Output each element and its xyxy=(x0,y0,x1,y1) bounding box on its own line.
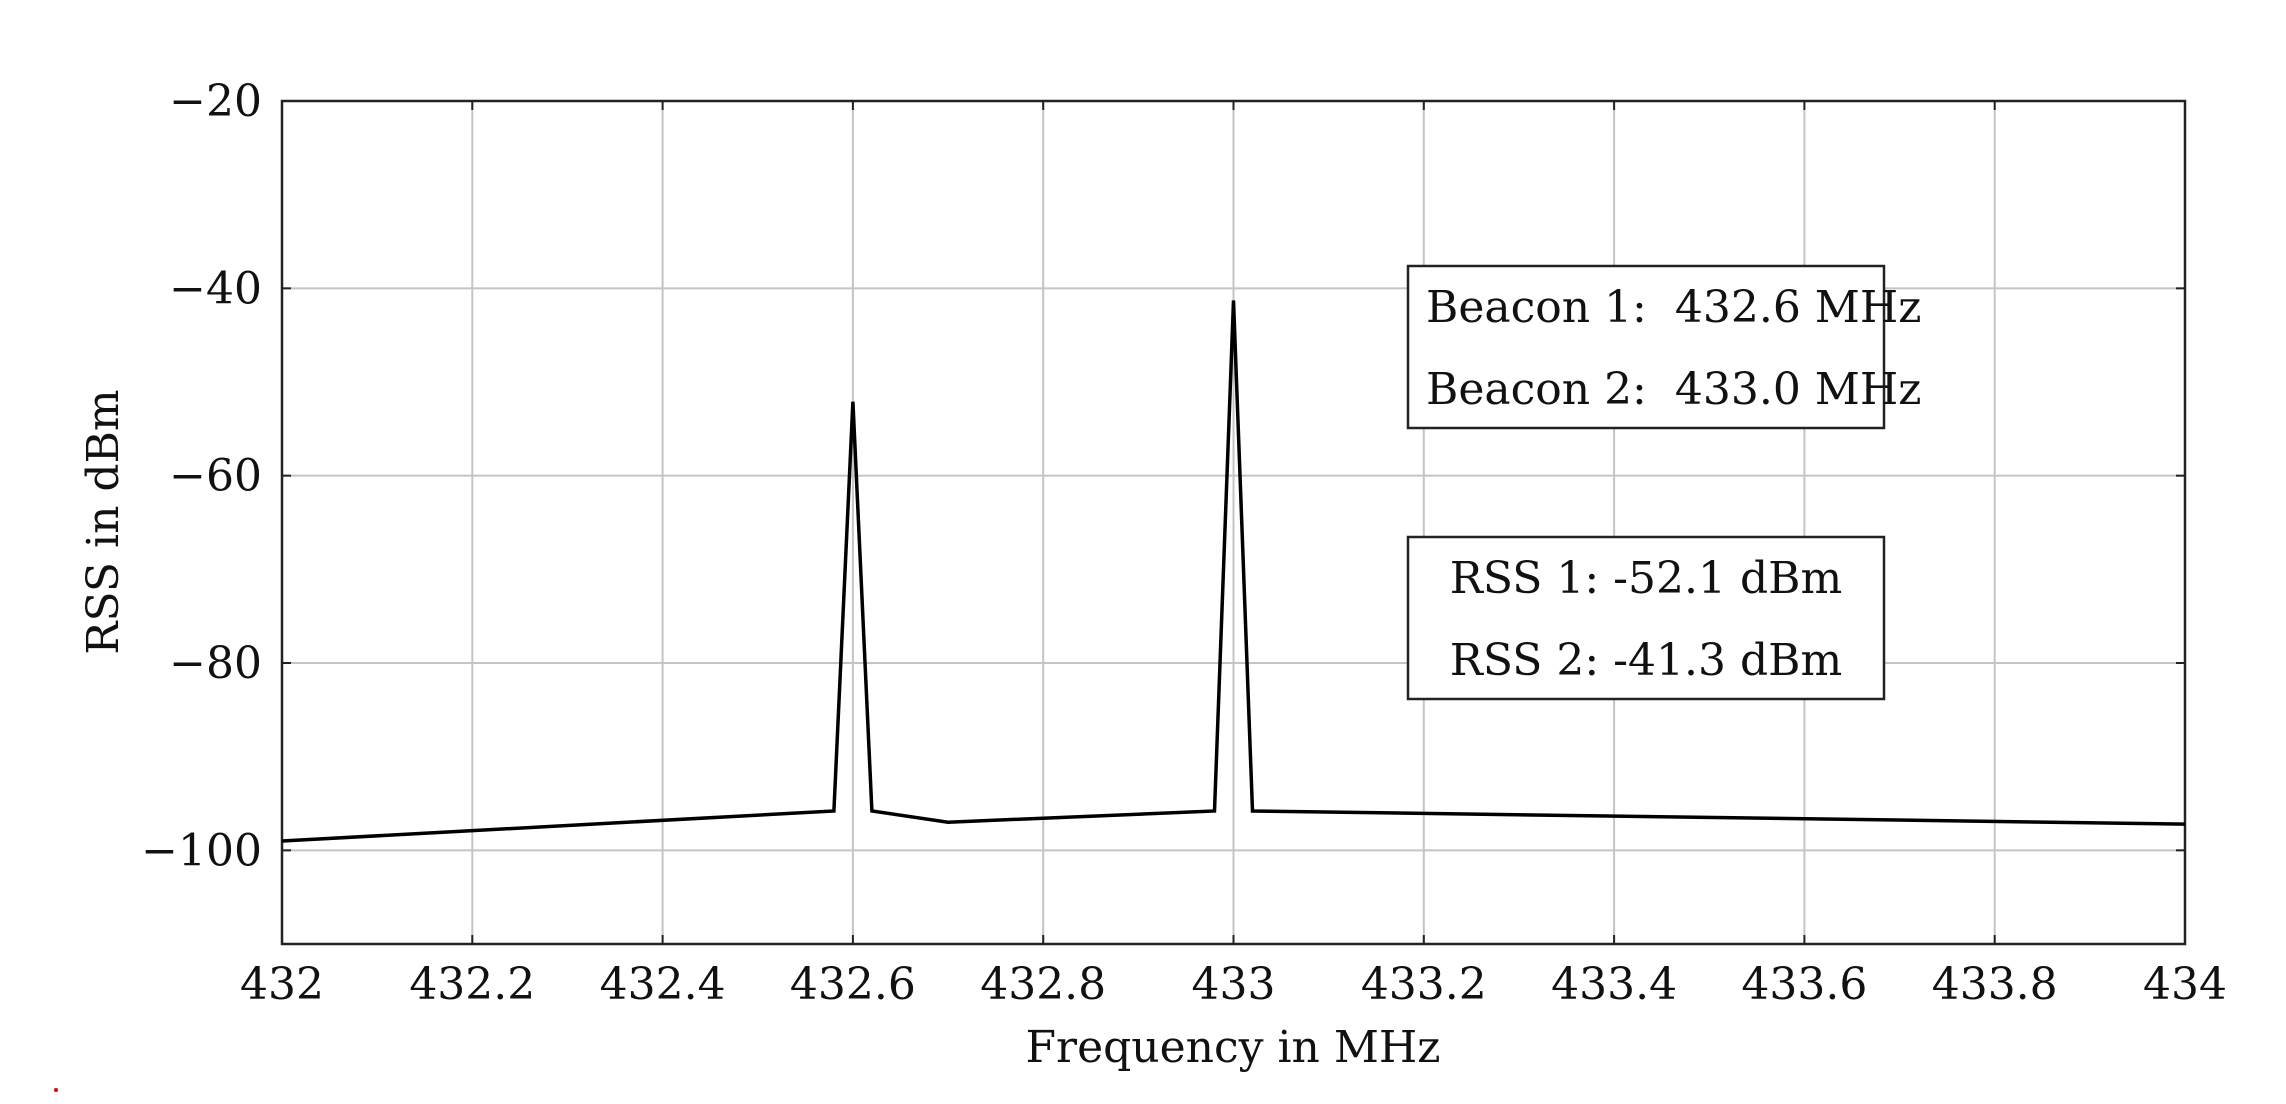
beacon-box-frame xyxy=(1406,264,1886,430)
rss-value-box: RSS 1: -52.1 dBm RSS 2: -41.3 dBm xyxy=(1406,535,1886,701)
x-tick-label: 432.4 xyxy=(600,959,726,1010)
y-tick-label: −80 xyxy=(169,638,262,689)
beacon-1-text: Beacon 1: 432.6 MHz xyxy=(1426,282,1921,333)
y-axis-label: RSS in dBm xyxy=(78,389,129,654)
y-tick-label: −40 xyxy=(169,263,262,314)
rss-2-text: RSS 2: -41.3 dBm xyxy=(1450,635,1842,686)
y-tick-label: −60 xyxy=(169,451,262,502)
x-tick-label: 433.4 xyxy=(1551,959,1677,1010)
x-tick-label: 432.8 xyxy=(980,959,1106,1010)
x-tick-label: 433 xyxy=(1192,959,1276,1010)
rss-series-line xyxy=(281,300,2186,843)
beacon-2-text: Beacon 2: 433.0 MHz xyxy=(1426,364,1921,415)
rss-1-text: RSS 1: -52.1 dBm xyxy=(1450,553,1842,604)
x-tick-label: 432.2 xyxy=(409,959,535,1010)
rss-box-frame xyxy=(1406,535,1886,701)
x-tick-label: 434 xyxy=(2143,959,2227,1010)
corner-dot xyxy=(54,1088,58,1092)
axis-ticks: 432 432.2 432.4 432.6 432.8 433 433.2 433.4 433.… xyxy=(141,76,2227,1010)
beacon-frequency-box: Beacon 1: 432.6 MHz Beacon 2: 433.0 MHz xyxy=(1406,264,1921,430)
series-layer xyxy=(281,300,2186,843)
x-tick-label: 433.2 xyxy=(1361,959,1487,1010)
x-tick-label: 433.6 xyxy=(1741,959,1867,1010)
x-axis-label: Frequency in MHz xyxy=(1026,1022,1441,1073)
x-tick-label: 432.6 xyxy=(790,959,916,1010)
grid xyxy=(282,101,2185,944)
y-tick-label: −20 xyxy=(169,76,262,127)
x-tick-label: 433.8 xyxy=(1932,959,2058,1010)
y-tick-label: −100 xyxy=(141,825,262,876)
x-tick-label: 432 xyxy=(240,959,324,1010)
